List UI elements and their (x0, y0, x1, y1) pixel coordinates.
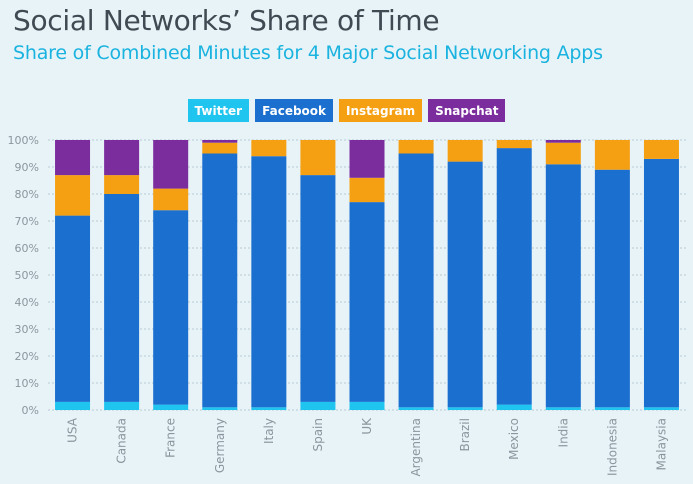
bar-segment-instagram-argentina (398, 140, 434, 154)
legend-label-instagram: Instagram (346, 103, 416, 118)
chart-legend: Twitter Facebook Instagram Snapchat (0, 99, 693, 123)
bar-segment-instagram-spain (300, 140, 336, 176)
bar-segment-twitter-malaysia (643, 407, 679, 410)
bar-segment-instagram-usa (55, 175, 91, 216)
bar-segment-facebook-malaysia (643, 158, 679, 408)
bar-segment-facebook-usa (55, 215, 91, 402)
bar-segment-twitter-india (545, 407, 581, 410)
y-tick-label: 20% (15, 350, 39, 363)
x-tick-label: Indonesia (605, 418, 619, 476)
y-tick-label: 70% (15, 215, 39, 228)
x-tick-label: USA (66, 417, 80, 443)
y-tick-label: 90% (15, 161, 39, 174)
bar-segment-twitter-usa (55, 401, 91, 410)
y-tick-label: 40% (15, 296, 39, 309)
bar-segment-twitter-mexico (496, 404, 532, 410)
bar-segment-twitter-uk (349, 401, 385, 410)
x-tick-label: Germany (213, 418, 227, 473)
y-tick-label: 10% (15, 377, 39, 390)
bar-segment-snapchat-france (153, 140, 189, 189)
bar-segment-facebook-india (545, 164, 581, 408)
legend-entry-twitter: Twitter (187, 99, 250, 122)
x-tick-label: Malaysia (654, 418, 668, 470)
bar-segment-facebook-uk (349, 202, 385, 402)
bar-segment-facebook-france (153, 210, 189, 405)
bar-segment-twitter-canada (104, 401, 140, 410)
bar-segment-instagram-france (153, 188, 189, 211)
legend-entry-facebook: Facebook (255, 99, 334, 122)
x-tick-label: Argentina (409, 418, 423, 477)
y-tick-label: 0% (22, 404, 39, 417)
bar-segment-twitter-indonesia (594, 407, 630, 410)
bar-segment-twitter-spain (300, 401, 336, 410)
legend-label-snapchat: Snapchat (435, 103, 499, 118)
x-tick-label: Spain (311, 418, 325, 452)
bar-segment-instagram-uk (349, 177, 385, 203)
bar-segment-snapchat-india (545, 140, 581, 143)
legend-entry-snapchat: Snapchat (428, 99, 506, 122)
x-tick-label: Mexico (507, 418, 521, 460)
bar-segment-snapchat-germany (202, 140, 238, 143)
bar-segment-facebook-mexico (496, 148, 532, 405)
bar-segment-facebook-brazil (447, 161, 483, 408)
y-tick-label: 60% (15, 242, 39, 255)
chart-subtitle: Share of Combined Minutes for 4 Major So… (13, 42, 603, 64)
x-tick-label: France (164, 418, 178, 458)
y-tick-label: 50% (15, 269, 39, 282)
x-tick-label: India (556, 418, 570, 447)
bar-segment-facebook-italy (251, 156, 287, 408)
legend-label-twitter: Twitter (194, 103, 243, 118)
bar-segment-facebook-spain (300, 175, 336, 402)
bar-segment-twitter-germany (202, 407, 238, 410)
bar-segment-instagram-germany (202, 142, 238, 154)
bar-segment-instagram-india (545, 142, 581, 165)
bar-segment-facebook-germany (202, 153, 238, 408)
x-tick-label: Italy (262, 418, 276, 444)
legend-label-facebook: Facebook (262, 103, 327, 118)
bar-segment-facebook-indonesia (594, 169, 630, 408)
bar-segment-twitter-brazil (447, 407, 483, 410)
bar-segment-instagram-malaysia (643, 140, 679, 159)
bar-segment-facebook-argentina (398, 153, 434, 408)
bar-segment-instagram-canada (104, 175, 140, 194)
y-tick-label: 100% (8, 134, 39, 147)
bar-segment-facebook-canada (104, 194, 140, 402)
bar-segment-instagram-indonesia (594, 140, 630, 170)
legend-entry-instagram: Instagram (339, 99, 423, 122)
x-tick-label: Canada (115, 418, 129, 464)
bar-segment-instagram-brazil (447, 140, 483, 162)
x-tick-label: Brazil (458, 418, 472, 452)
bar-segment-snapchat-uk (349, 140, 385, 178)
bar-segment-twitter-italy (251, 407, 287, 410)
bar-segment-instagram-mexico (496, 140, 532, 149)
bar-segment-twitter-france (153, 404, 189, 410)
bar-segment-snapchat-canada (104, 140, 140, 176)
bar-segment-twitter-argentina (398, 407, 434, 410)
chart-title: Social Networks’ Share of Time (13, 4, 440, 37)
bar-segment-instagram-italy (251, 140, 287, 157)
y-tick-label: 30% (15, 323, 39, 336)
bar-segment-snapchat-usa (55, 140, 91, 176)
x-tick-label: UK (360, 417, 374, 435)
y-tick-label: 80% (15, 188, 39, 201)
